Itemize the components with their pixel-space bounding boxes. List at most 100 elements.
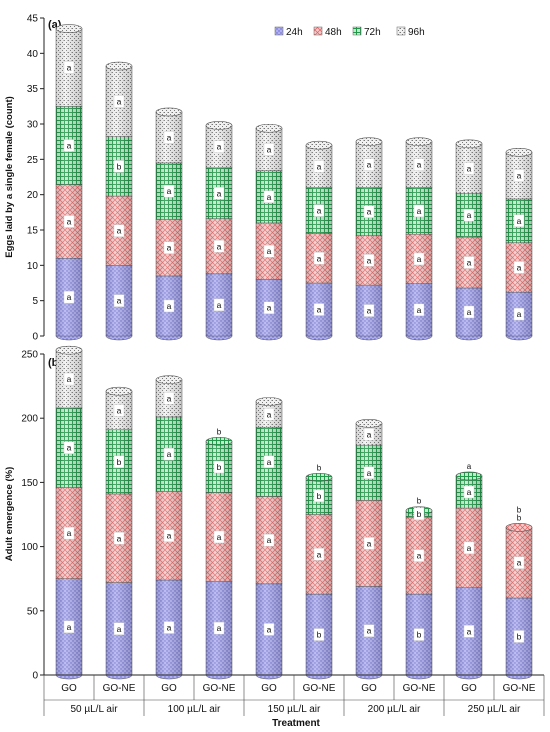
significance-label-a: a xyxy=(467,164,472,174)
significance-label-b: a xyxy=(367,626,372,636)
y-tick-label-b: 0 xyxy=(32,671,38,682)
letter-box-b xyxy=(113,404,125,417)
y-tick-label-a: 30 xyxy=(27,120,39,131)
letter-box-a xyxy=(363,158,375,171)
significance-label-a: a xyxy=(317,253,322,263)
letter-box-a xyxy=(363,254,375,267)
significance-label-a: a xyxy=(217,241,222,251)
y-tick-label-b: 100 xyxy=(21,542,38,553)
letter-box-b xyxy=(163,392,175,405)
legend-swatch-24h xyxy=(274,26,284,36)
letter-box-b xyxy=(413,549,425,562)
y-ticks-a: 0 5 10 15 20 25 30 35 40 45 xyxy=(27,14,44,343)
letter-box-b xyxy=(163,447,175,461)
bar-cap-b xyxy=(305,472,333,482)
y-tick-label-a: 25 xyxy=(27,155,39,166)
bar-cap-b xyxy=(155,375,183,384)
x-tick-label: GO-NE xyxy=(303,683,336,694)
significance-label-b: a xyxy=(117,533,122,543)
letter-box-a xyxy=(113,160,125,173)
significance-label-a: a xyxy=(67,292,72,302)
significance-label-a: a xyxy=(517,309,522,319)
bar-cap-b xyxy=(255,397,283,406)
letter-box-b xyxy=(513,556,525,569)
letter-box-a xyxy=(363,304,375,317)
bar-stack-a: a a b a xyxy=(105,61,133,341)
significance-label-above-b: b xyxy=(417,497,422,506)
letter-box-b xyxy=(263,623,275,636)
letter-box-a xyxy=(113,95,125,108)
significance-label-b: a xyxy=(167,531,172,541)
significance-label-a: a xyxy=(167,186,172,196)
x-tick-label: GO xyxy=(361,683,377,694)
bar-cap-b xyxy=(355,419,383,428)
x-tick-label: GO-NE xyxy=(403,683,436,694)
letter-box-a xyxy=(263,301,275,314)
significance-label-a: a xyxy=(517,216,522,226)
significance-label-a: a xyxy=(467,258,472,268)
significance-label-a: a xyxy=(167,243,172,253)
y-tick-label-b: 150 xyxy=(21,478,38,489)
letter-box-a xyxy=(313,204,325,217)
letter-box-a xyxy=(263,190,275,203)
significance-label-b: a xyxy=(267,535,272,545)
letter-box-a xyxy=(463,208,475,222)
x-tick-label: GO xyxy=(161,683,177,694)
bar-stack-b: a a a a xyxy=(55,345,83,680)
significance-label-b: a xyxy=(117,624,122,634)
letter-box-a xyxy=(313,160,325,173)
x-group-label: 50 µL/L air xyxy=(70,704,118,715)
bar-stack-b: a a b b xyxy=(205,427,233,680)
bar-stack-b: a a a a xyxy=(355,419,383,680)
bar-cap-b xyxy=(455,471,483,481)
significance-label-a: a xyxy=(167,132,172,142)
letter-box-b xyxy=(363,537,375,550)
x-tick-label: GO xyxy=(61,683,77,694)
bar-cap-a xyxy=(455,139,483,149)
y-tick-label-a: 10 xyxy=(27,261,39,272)
letter-box-b xyxy=(113,622,125,635)
significance-label-a: a xyxy=(417,160,422,170)
significance-label-b: a xyxy=(167,622,172,632)
legend-label-24h: 24h xyxy=(286,27,303,38)
bar-cap-a xyxy=(205,121,233,130)
bar-cap-a xyxy=(105,61,133,71)
bar-stack-b: a a a a xyxy=(255,397,283,680)
significance-label-a: a xyxy=(517,171,522,181)
significance-label-a: a xyxy=(367,160,372,170)
letter-box-b xyxy=(363,428,375,441)
bar-stack-a: a a a a xyxy=(405,137,433,341)
significance-label-b: a xyxy=(417,551,422,561)
significance-label-b: a xyxy=(467,626,472,636)
significance-label-a: a xyxy=(317,161,322,171)
significance-label-a: a xyxy=(117,296,122,306)
letter-box-a xyxy=(113,224,125,237)
significance-label-b: a xyxy=(467,487,472,497)
letter-box-a xyxy=(463,305,475,319)
bar-cap-b xyxy=(205,437,233,446)
legend-label-96h: 96h xyxy=(408,27,425,38)
y-axis-label-b: Adult emergence (%) xyxy=(4,467,15,562)
x-tick-label: GO-NE xyxy=(503,683,536,694)
letter-box-a xyxy=(413,158,425,171)
significance-label-a: a xyxy=(367,255,372,265)
significance-label-b: a xyxy=(67,528,72,538)
bar-cap-a xyxy=(405,137,433,146)
significance-label-a: a xyxy=(117,226,122,236)
letter-box-a xyxy=(413,303,425,317)
bar-stack-a: a a a a xyxy=(255,123,283,341)
bar-cap-b xyxy=(105,386,133,396)
legend-label-48h: 48h xyxy=(325,27,342,38)
x-group-label: 250 µL/L air xyxy=(468,704,521,715)
x-group-label: 100 µL/L air xyxy=(168,704,221,715)
bar-stack-b: a a a a xyxy=(455,462,483,680)
letter-box-a xyxy=(163,241,175,254)
significance-label-a: a xyxy=(267,303,272,313)
legend-swatch-96h xyxy=(396,26,406,36)
letter-box-a xyxy=(213,240,225,253)
letter-box-a xyxy=(413,204,425,218)
y-tick-label-a: 15 xyxy=(27,226,39,237)
letter-box-b xyxy=(213,460,225,474)
